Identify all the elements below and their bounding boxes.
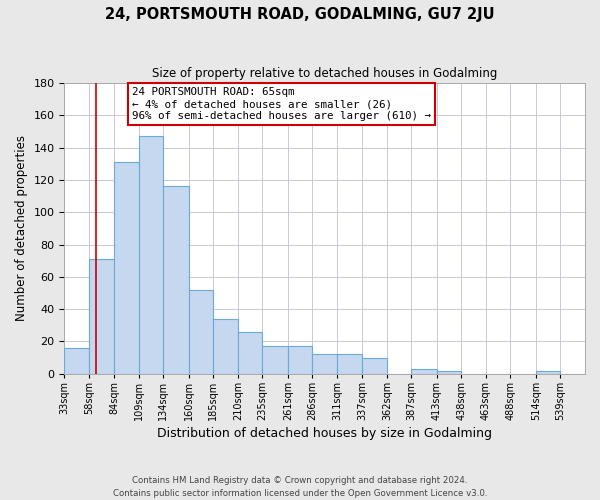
Bar	[89, 259, 115, 374]
X-axis label: Distribution of detached houses by size in Godalming: Distribution of detached houses by size …	[157, 427, 492, 440]
Bar	[536, 370, 560, 374]
Bar	[64, 348, 89, 374]
Text: 24, PORTSMOUTH ROAD, GODALMING, GU7 2JU: 24, PORTSMOUTH ROAD, GODALMING, GU7 2JU	[105, 8, 495, 22]
Bar	[412, 369, 437, 374]
Bar	[214, 319, 238, 374]
Bar	[437, 370, 461, 374]
Bar	[313, 354, 337, 374]
Y-axis label: Number of detached properties: Number of detached properties	[15, 136, 28, 322]
Bar	[115, 162, 139, 374]
Bar	[337, 354, 362, 374]
Bar	[288, 346, 313, 374]
Bar	[362, 358, 387, 374]
Text: Contains HM Land Registry data © Crown copyright and database right 2024.
Contai: Contains HM Land Registry data © Crown c…	[113, 476, 487, 498]
Text: 24 PORTSMOUTH ROAD: 65sqm
← 4% of detached houses are smaller (26)
96% of semi-d: 24 PORTSMOUTH ROAD: 65sqm ← 4% of detach…	[132, 88, 431, 120]
Bar	[139, 136, 163, 374]
Title: Size of property relative to detached houses in Godalming: Size of property relative to detached ho…	[152, 68, 497, 80]
Bar	[262, 346, 288, 374]
Bar	[163, 186, 189, 374]
Bar	[238, 332, 262, 374]
Bar	[189, 290, 214, 374]
